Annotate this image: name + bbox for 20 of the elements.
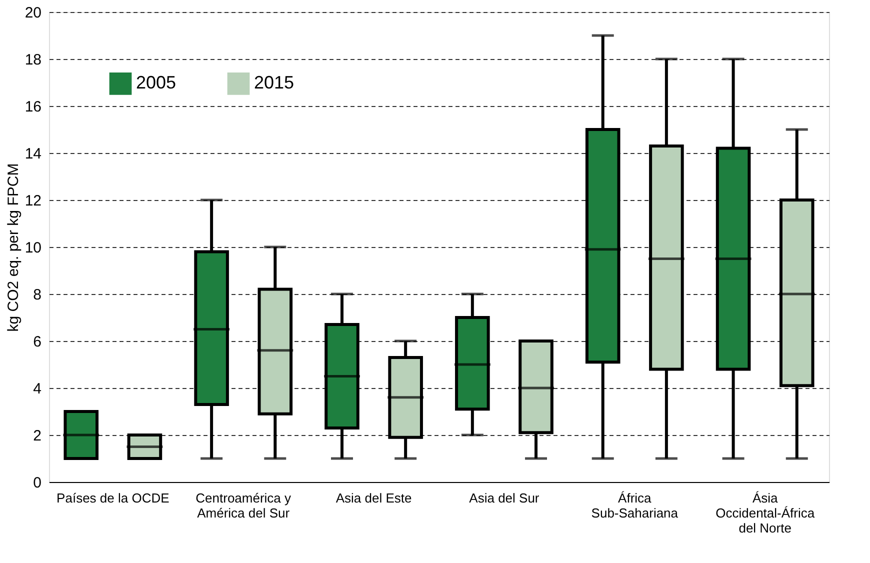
y-tick-label: 6 <box>33 334 42 350</box>
legend-label: 2005 <box>136 72 176 93</box>
legend-label: 2015 <box>254 72 294 93</box>
y-tick-label: 14 <box>24 146 42 162</box>
y-axis-title: kg CO2 eq. per kg FPCM <box>4 163 22 332</box>
y-tick-label: 2 <box>33 428 42 444</box>
y-tick-label: 12 <box>24 192 42 210</box>
y-tick-label: 0 <box>33 474 42 492</box>
x-tick-label: Centroamérica y América del Sur <box>196 490 292 520</box>
x-tick-label: Asia del Este <box>336 490 412 506</box>
x-tick-label: Asia del Sur <box>469 490 540 506</box>
y-tick-label: 18 <box>24 52 42 68</box>
x-tick-label: África Sub-Sahariana <box>591 490 679 520</box>
y-tick-label: 20 <box>24 4 42 22</box>
y-tick-label: 10 <box>24 240 42 256</box>
y-tick-label: 16 <box>24 98 42 116</box>
x-tick-label: Países de la OCDE <box>56 490 170 506</box>
x-tick-label: Ásia Occidental-África del Norte <box>716 490 816 536</box>
y-tick-label: 8 <box>33 286 42 304</box>
y-tick-label: 4 <box>33 380 42 398</box>
